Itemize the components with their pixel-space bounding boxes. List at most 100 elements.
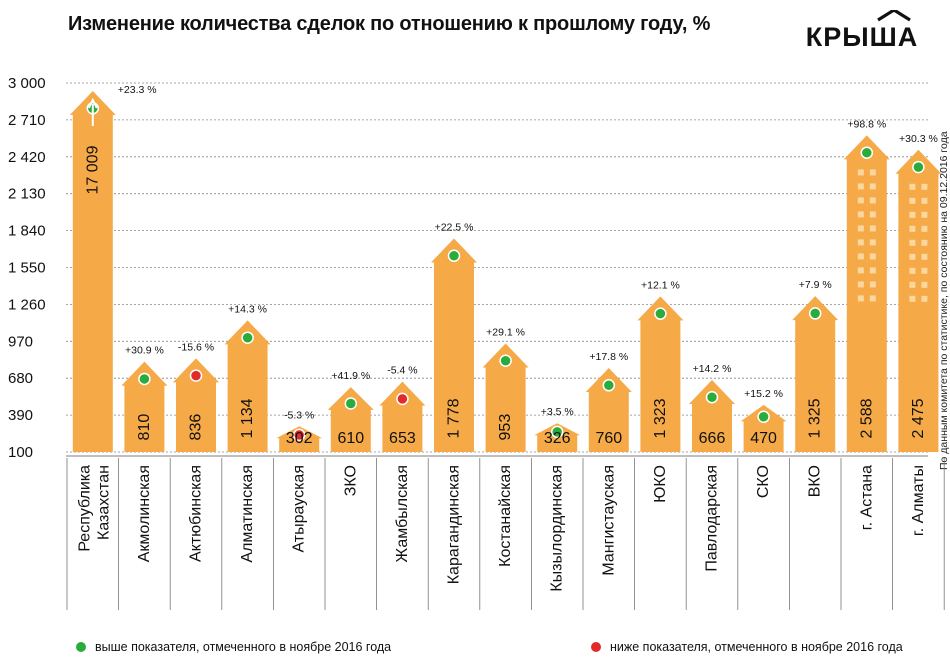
bar-window [857, 183, 864, 190]
y-tick-label: 3 000 [8, 75, 46, 92]
bar-window [921, 281, 928, 288]
value-label: 302 [286, 430, 313, 447]
status-dot [860, 146, 874, 159]
y-tick-label: 100 [8, 444, 33, 461]
change-label: +29.1 % [486, 326, 525, 338]
y-tick-label: 390 [8, 407, 33, 424]
bar-window [869, 183, 876, 190]
legend-above-label: выше показателя, отмеченного в ноябре 20… [95, 640, 392, 654]
bar-window [921, 197, 928, 204]
status-dot [189, 369, 203, 382]
bar-window [857, 295, 864, 302]
bar-window [909, 253, 916, 260]
category-label: СКО [755, 465, 772, 498]
y-tick-label: 1 840 [8, 223, 46, 240]
category-label: Алматинская [239, 465, 256, 563]
change-label: +22.5 % [435, 221, 474, 233]
value-label: 326 [544, 430, 571, 447]
status-dot [241, 331, 254, 344]
bar [69, 91, 116, 452]
bar-window [909, 197, 916, 204]
category-label: Атырауская [291, 465, 308, 553]
bar [482, 343, 529, 452]
bar-window [857, 225, 864, 232]
y-tick-label: 1 550 [8, 260, 46, 277]
status-dot [499, 354, 512, 367]
bar-window [869, 169, 876, 176]
svg-text:КРЫША: КРЫША [806, 22, 919, 50]
value-label: 760 [595, 430, 622, 447]
value-label: 1 778 [446, 398, 463, 438]
change-label: -15.6 % [178, 341, 214, 353]
bar-window [857, 197, 864, 204]
category-label: ЮКО [652, 465, 669, 503]
bar [327, 387, 374, 452]
bar-window [909, 225, 916, 232]
value-label: 2 475 [910, 398, 927, 438]
bar [585, 368, 632, 452]
legend-below-label: ниже показателя, отмеченного в ноябре 20… [610, 640, 903, 654]
value-label: 610 [337, 430, 364, 447]
category-label: ЗКО [342, 465, 359, 496]
change-label: +41.9 % [331, 370, 370, 382]
status-dot [550, 425, 564, 439]
status-dot [602, 379, 616, 392]
change-label: +30.3 % [899, 133, 938, 145]
bar-window [921, 267, 928, 274]
value-label: 810 [136, 414, 153, 441]
krysha-logo: КРЫША [806, 10, 919, 50]
bar-window [909, 295, 916, 302]
value-label: 1 134 [239, 398, 256, 438]
status-dot [705, 391, 719, 404]
change-label: +30.9 % [125, 345, 164, 357]
status-dot [757, 410, 770, 424]
bar [173, 358, 219, 452]
category-label: г. Алматы [910, 465, 927, 536]
status-dot [396, 392, 409, 406]
value-label: 1 323 [652, 398, 669, 438]
category-label: Костанайская [497, 465, 514, 567]
y-tick-label: 2 420 [8, 149, 46, 166]
bar-window [857, 267, 864, 274]
category-label: Кызылординская [549, 465, 566, 592]
status-dot [447, 249, 461, 263]
value-label: 2 588 [858, 398, 875, 438]
y-tick-label: 2 130 [8, 186, 46, 203]
bar-window [869, 253, 876, 260]
change-label: +98.8 % [847, 118, 886, 130]
status-dot [292, 428, 306, 442]
category-label: Республика [76, 465, 93, 552]
change-label: +14.3 % [228, 303, 267, 315]
category-label: Павлодарская [704, 465, 721, 572]
value-label: 17 009 [84, 145, 101, 194]
category-label: г. Астана [858, 465, 875, 530]
bar-window [857, 239, 864, 246]
bar [843, 135, 890, 452]
bar-window [909, 267, 916, 274]
bar [895, 149, 942, 452]
bar-window [857, 169, 864, 176]
change-label: +12.1 % [641, 279, 680, 291]
change-label: +14.2 % [693, 363, 732, 375]
legend-below-dot [591, 642, 601, 652]
bar-window [869, 239, 876, 246]
bar-window [921, 183, 928, 190]
legend-above-dot [76, 642, 86, 652]
bar-window [857, 281, 864, 288]
category-label: Мангистауская [600, 465, 617, 576]
value-label: 470 [750, 430, 777, 447]
category-label: Казахстан [95, 465, 112, 540]
change-label: -5.4 % [387, 365, 417, 377]
bar-window [921, 239, 928, 246]
bar [224, 320, 271, 452]
category-label: Карагандинская [446, 465, 463, 584]
change-label: +7.9 % [799, 279, 832, 291]
legend-above: выше показателя, отмеченного в ноябре 20… [76, 640, 391, 654]
y-tick-label: 1 260 [8, 296, 46, 313]
chart-title: Изменение количества сделок по отношению… [68, 13, 711, 35]
bar-window [869, 225, 876, 232]
bar-window [869, 197, 876, 204]
y-tick-label: 680 [8, 370, 33, 387]
bar-window [869, 267, 876, 274]
